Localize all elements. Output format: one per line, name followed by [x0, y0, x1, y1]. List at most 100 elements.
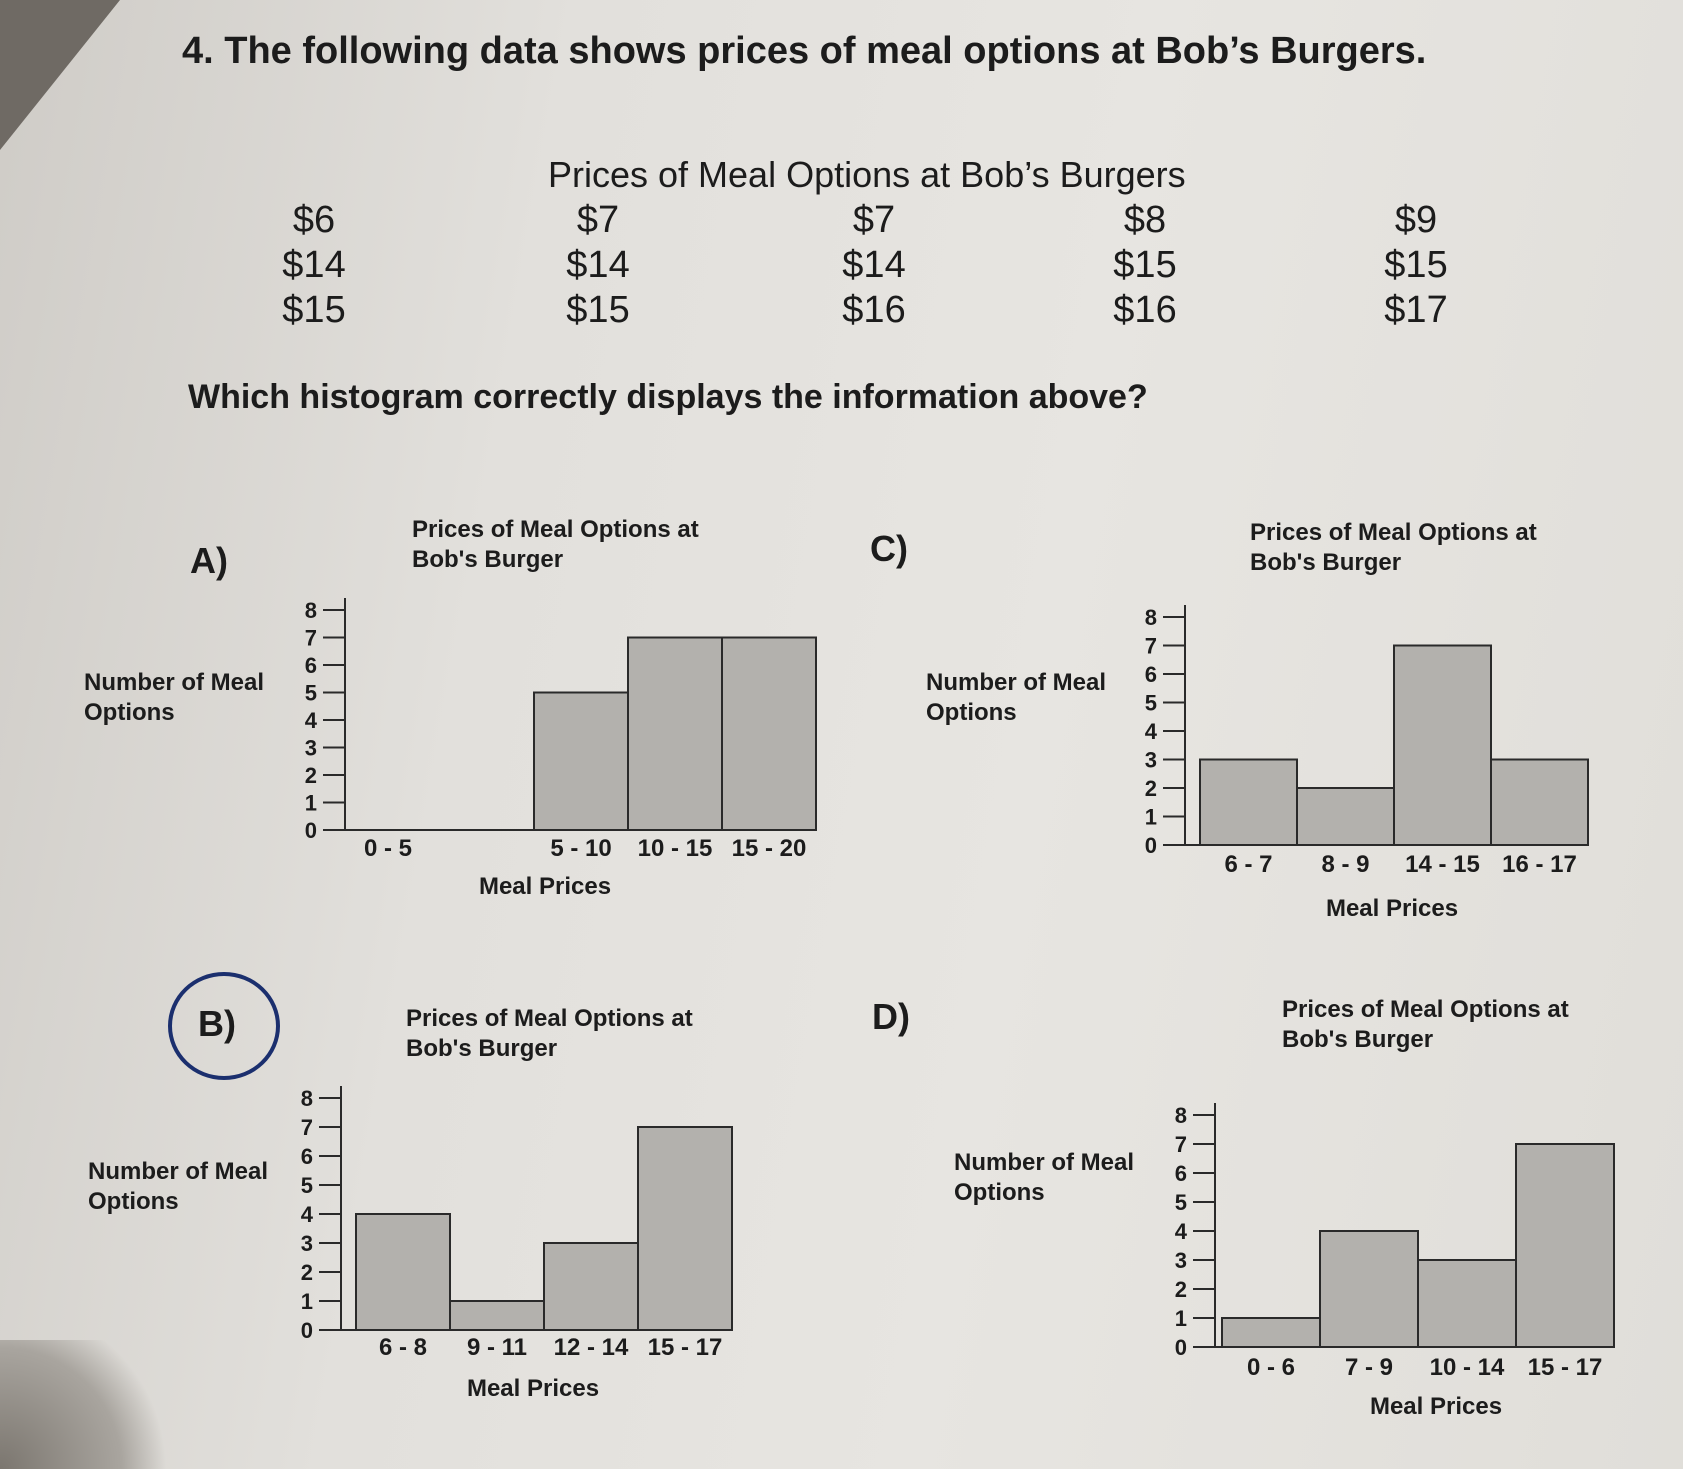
x-category-label: 0 - 6	[1247, 1354, 1295, 1381]
y-tick-label: 8	[1175, 1103, 1187, 1128]
y-tick-label: 7	[305, 626, 317, 651]
y-tick-label: 6	[1145, 662, 1157, 687]
histogram-bar	[1417, 1259, 1517, 1348]
y-tick-label: 5	[1175, 1190, 1187, 1215]
x-category-label: 6 - 7	[1224, 851, 1272, 878]
y-tick-label: 8	[1145, 605, 1157, 630]
chart-b-ylabel: Number of Meal Options	[88, 1158, 269, 1215]
table-title: Prices of Meal Options at Bob’s Burgers	[548, 154, 1186, 195]
table-column: $8 $15 $16	[1085, 198, 1205, 333]
chart-d-title: Prices of Meal Options at Bob's Burger	[1282, 996, 1569, 1053]
x-category-label: 9 - 11	[467, 1334, 527, 1361]
chart-d-xlabel: Meal Prices	[1369, 1393, 1503, 1420]
histogram-bar	[1393, 644, 1492, 846]
page-shadow	[0, 0, 120, 150]
y-tick-label: 4	[305, 708, 318, 733]
x-category-label: 10 - 15	[638, 835, 713, 862]
histogram-bar	[1296, 787, 1395, 846]
y-tick-label: 4	[1145, 719, 1158, 744]
histogram-bar	[721, 636, 817, 831]
table-column: $9 $15 $17	[1356, 198, 1476, 333]
chart-a-xlabel: Meal Prices	[478, 873, 612, 900]
table-cell: $7	[852, 199, 896, 241]
histogram-bar	[627, 636, 723, 831]
y-tick-label: 5	[1145, 691, 1157, 716]
option-c-label[interactable]: C)	[870, 528, 908, 569]
histogram-bar	[355, 1213, 451, 1331]
y-tick-label: 4	[301, 1202, 314, 1227]
table-cell: $15	[1113, 244, 1177, 286]
y-tick-label: 2	[1145, 776, 1157, 801]
chart-c-xlabel: Meal Prices	[1325, 895, 1459, 922]
y-tick-label: 1	[1145, 805, 1157, 830]
prompt-text: Which histogram correctly displays the i…	[188, 378, 1148, 416]
page-shadow	[0, 1340, 180, 1469]
x-category-label: 12 - 14	[554, 1334, 629, 1361]
x-category-label: 15 - 17	[1528, 1354, 1603, 1381]
histogram-bar	[1199, 758, 1298, 846]
answer-circle	[168, 972, 280, 1080]
option-b-label[interactable]: B)	[198, 1003, 236, 1044]
y-tick-label: 8	[301, 1086, 313, 1111]
histogram-a: 01 23 45 67 8 0 - 5 5 - 10 10 - 15 15 - 20	[305, 598, 817, 862]
table-cell: $6	[292, 199, 336, 241]
table-cell: $17	[1384, 289, 1448, 331]
y-tick-label: 0	[305, 818, 317, 843]
y-tick-label: 6	[305, 653, 317, 678]
x-category-label: 16 - 17	[1502, 851, 1577, 878]
chart-a-title: Prices of Meal Options at Bob's Burger	[412, 516, 699, 573]
y-tick-label: 2	[1175, 1277, 1187, 1302]
table-column: $7 $14 $15	[538, 198, 658, 333]
chart-c-ylabel: Number of Meal Options	[926, 669, 1107, 726]
table-column: $6 $14 $15	[254, 198, 374, 333]
table-cell: $14	[282, 244, 346, 286]
y-tick-label: 7	[1145, 634, 1157, 659]
table-column: $7 $14 $16	[814, 198, 934, 333]
option-a-label[interactable]: A)	[190, 540, 228, 581]
y-tick-label: 7	[301, 1115, 313, 1140]
y-tick-label: 2	[301, 1260, 313, 1285]
x-category-label: 15 - 17	[648, 1334, 723, 1361]
y-tick-label: 1	[301, 1289, 313, 1314]
y-tick-label: 3	[1175, 1248, 1187, 1273]
table-cell: $8	[1123, 199, 1167, 241]
y-tick-label: 6	[1175, 1161, 1187, 1186]
y-tick-label: 8	[305, 598, 317, 623]
histogram-bar	[1490, 758, 1589, 846]
y-tick-label: 3	[301, 1231, 313, 1256]
y-tick-label: 0	[1145, 833, 1157, 858]
histogram-bar	[1221, 1317, 1321, 1348]
chart-d-ylabel: Number of Meal Options	[954, 1149, 1135, 1206]
histogram-bar	[543, 1242, 639, 1331]
x-category-label: 8 - 9	[1321, 851, 1369, 878]
chart-a-ylabel: Number of Meal Options	[84, 669, 265, 726]
y-tick-label: 1	[1175, 1306, 1187, 1331]
x-category-label: 0 - 5	[364, 835, 412, 862]
y-tick-label: 6	[301, 1144, 313, 1169]
table-cell: $14	[842, 244, 906, 286]
y-tick-label: 7	[1175, 1132, 1187, 1157]
table-cell: $15	[566, 289, 630, 331]
histogram-b: 0 1 2 3 4 5 6 7 8 6 - 8 9 - 11 12 - 14 15 - 17	[301, 1086, 733, 1361]
chart-b-xlabel: Meal Prices	[466, 1375, 600, 1402]
table-cell: $7	[576, 199, 620, 241]
histogram-bar	[1319, 1230, 1419, 1348]
table-cell: $9	[1394, 199, 1438, 241]
y-tick-label: 0	[1175, 1335, 1187, 1360]
x-category-label: 5 - 10	[550, 835, 611, 862]
x-category-label: 6 - 8	[379, 1334, 427, 1361]
y-tick-label: 5	[301, 1173, 313, 1198]
y-tick-label: 5	[305, 681, 317, 706]
option-d-label[interactable]: D)	[872, 996, 910, 1037]
y-tick-label: 3	[1145, 748, 1157, 773]
x-category-label: 7 - 9	[1345, 1354, 1393, 1381]
histogram-bar	[637, 1126, 733, 1331]
y-tick-label: 1	[305, 791, 317, 816]
table-cell: $16	[842, 289, 906, 331]
x-category-label: 15 - 20	[732, 835, 807, 862]
table-cell: $14	[566, 244, 630, 286]
table-cell: $16	[1113, 289, 1177, 331]
y-tick-label: 2	[305, 763, 317, 788]
x-category-label: 10 - 14	[1430, 1354, 1505, 1381]
